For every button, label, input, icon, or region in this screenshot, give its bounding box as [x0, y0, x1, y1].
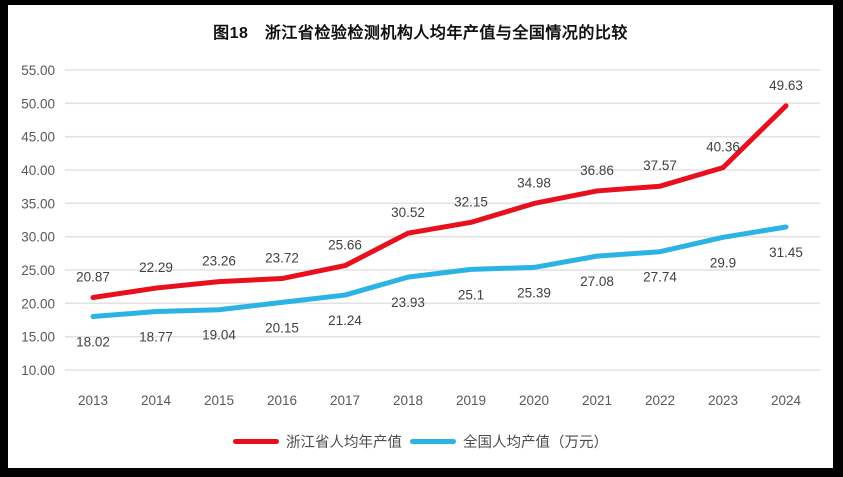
data-label-0: 30.52 [391, 205, 425, 220]
y-tick-label: 55.00 [21, 63, 55, 78]
x-tick-label: 2022 [645, 393, 675, 408]
y-tick-label: 15.00 [21, 330, 55, 345]
data-label-1: 27.74 [643, 270, 677, 285]
x-tick-label: 2018 [393, 393, 423, 408]
data-label-0: 36.86 [580, 163, 614, 178]
data-label-0: 22.29 [139, 260, 173, 275]
legend-swatch-1 [410, 439, 456, 444]
data-label-1: 18.77 [139, 330, 173, 345]
y-tick-label: 30.00 [21, 230, 55, 245]
x-tick-label: 2021 [582, 393, 612, 408]
data-label-0: 34.98 [517, 175, 551, 190]
data-label-0: 32.15 [454, 194, 488, 209]
x-tick-label: 2016 [267, 393, 297, 408]
x-tick-label: 2014 [141, 393, 172, 408]
x-tick-label: 2019 [456, 393, 486, 408]
x-tick-label: 2024 [771, 393, 802, 408]
series-line-0 [90, 103, 789, 301]
data-label-0: 23.72 [265, 251, 299, 266]
chart-legend: 浙江省人均年产值 全国人均产值（万元） [8, 431, 833, 452]
legend-item-0: 浙江省人均年产值 [233, 431, 402, 452]
line-chart-plot: 55.00 50.00 45.00 40.00 35.00 30.00 25.00 20.00… [21, 63, 820, 408]
data-label-0: 37.57 [643, 158, 677, 173]
data-label-0: 23.26 [202, 254, 236, 269]
data-label-1: 29.9 [710, 255, 736, 270]
data-label-0: 20.87 [76, 270, 110, 285]
y-tick-label: 35.00 [21, 196, 55, 211]
data-label-1: 21.24 [328, 313, 362, 328]
y-tick-label: 50.00 [21, 96, 55, 111]
series-line-1 [90, 224, 789, 320]
x-tick-label: 2015 [204, 393, 234, 408]
data-label-1: 19.04 [202, 328, 236, 343]
data-label-0: 49.63 [769, 78, 803, 93]
data-label-1: 27.08 [580, 274, 614, 289]
data-label-0: 40.36 [706, 140, 740, 155]
y-tick-label: 20.00 [21, 296, 55, 311]
legend-label-1: 全国人均产值（万元） [463, 435, 608, 451]
chart-title: 图18 浙江省检验检测机构人均年产值与全国情况的比较 [213, 25, 628, 42]
x-tick-label: 2023 [708, 393, 738, 408]
data-label-1: 20.15 [265, 320, 299, 335]
legend-swatch-0 [233, 439, 279, 444]
data-label-1: 18.02 [76, 335, 110, 350]
chart-canvas: 55.00 50.00 45.00 40.00 35.00 30.00 25.00 20.00… [8, 5, 833, 468]
x-tick-label: 2020 [519, 393, 549, 408]
y-tick-label: 25.00 [21, 263, 55, 278]
data-label-1: 31.45 [769, 245, 803, 260]
x-tick-label: 2017 [330, 393, 360, 408]
data-label-1: 25.1 [458, 287, 484, 302]
data-label-1: 23.93 [391, 295, 425, 310]
y-tick-label: 10.00 [21, 363, 55, 378]
y-tick-label: 45.00 [21, 130, 55, 145]
legend-label-0: 浙江省人均年产值 [286, 435, 402, 451]
legend-item-1: 全国人均产值（万元） [410, 431, 608, 452]
data-label-1: 25.39 [517, 285, 551, 300]
y-tick-label: 40.00 [21, 163, 55, 178]
data-label-0: 25.66 [328, 238, 362, 253]
x-tick-label: 2013 [78, 393, 108, 408]
